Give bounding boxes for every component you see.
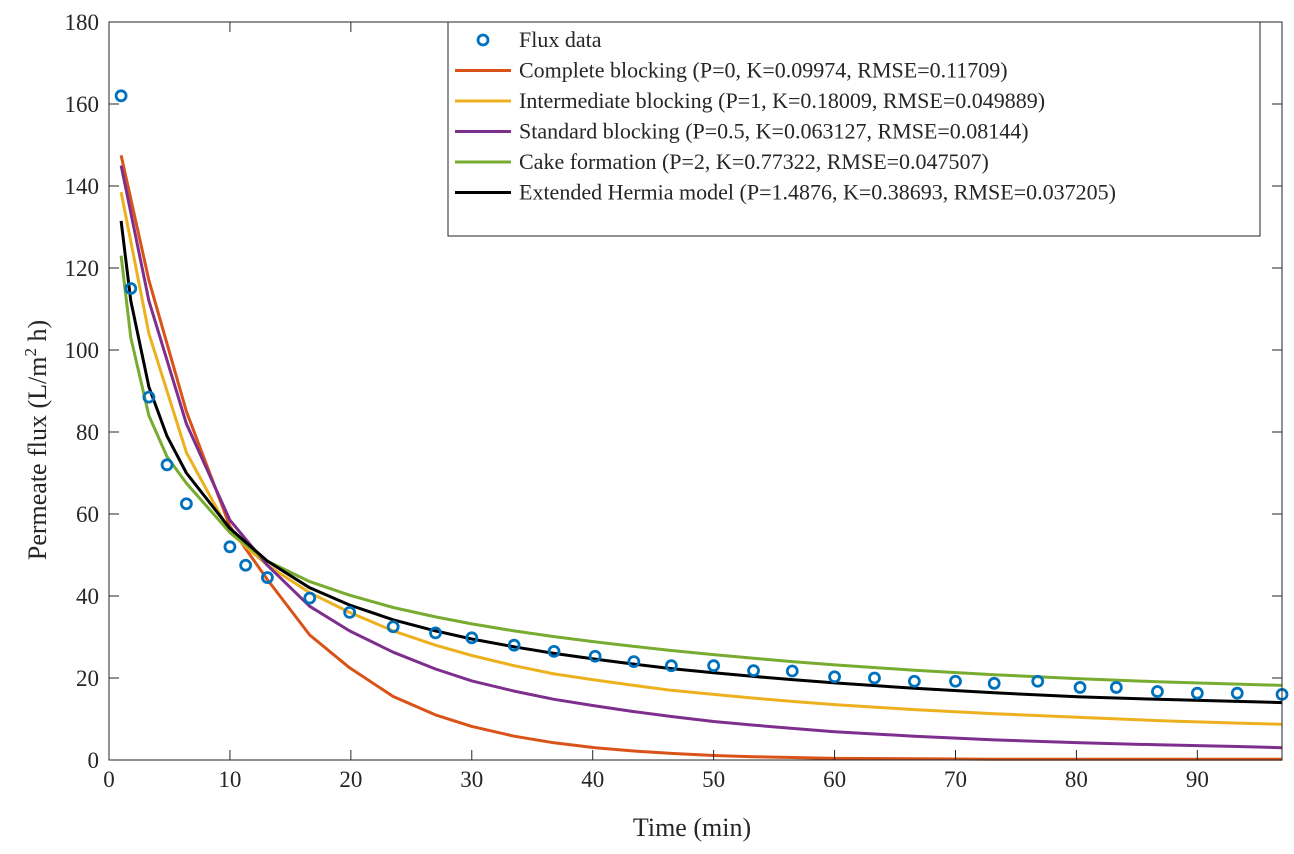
- flux-data-point: [1230, 686, 1244, 700]
- x-tick-label: 60: [823, 767, 846, 792]
- flux-data-point: [343, 606, 357, 619]
- flux-data-point: [507, 638, 521, 652]
- y-tick-label: 20: [76, 666, 99, 691]
- legend-label: Flux data: [519, 27, 602, 52]
- flux-data-point: [465, 631, 479, 645]
- legend: Flux data Complete blocking (P=0, K=0.099…: [447, 21, 1261, 237]
- flux-data-point: [707, 659, 721, 673]
- y-tick-label: 100: [65, 338, 100, 363]
- legend-box: [447, 21, 1261, 237]
- legend-label: Cake formation (P=2, K=0.77322, RMSE=0.0…: [519, 149, 989, 174]
- flux-data-point: [386, 620, 400, 634]
- legend-label: Intermediate blocking (P=1, K=0.18009, R…: [519, 88, 1045, 113]
- flux-data-point: [1109, 681, 1123, 694]
- flux-data-point: [664, 659, 678, 673]
- x-tick-label: 50: [702, 767, 725, 792]
- legend-marker: [476, 33, 490, 47]
- x-tick-label: 70: [944, 767, 967, 792]
- legend-label: Standard blocking (P=0.5, K=0.063127, RM…: [519, 119, 1029, 144]
- flux-data-point: [747, 664, 760, 678]
- flux-data-point: [785, 664, 799, 678]
- flux-data-point: [588, 649, 602, 663]
- flux-data-point: [261, 571, 274, 584]
- y-axis-label-tail: h): [23, 320, 52, 348]
- y-axis-label-superscript: 2: [21, 348, 40, 357]
- legend-label: Extended Hermia model (P=1.4876, K=0.386…: [519, 180, 1116, 205]
- flux-data-point: [907, 674, 921, 688]
- flux-data-point: [142, 390, 156, 404]
- flux-data-point: [179, 497, 193, 511]
- y-tick-label: 80: [76, 420, 99, 445]
- flux-data-point: [1190, 686, 1204, 700]
- y-axis-label-main: Permeate flux (L/m: [23, 357, 52, 561]
- plot-area: [114, 89, 1289, 761]
- series-line-3: [119, 165, 1283, 750]
- flux-data-point: [303, 591, 317, 605]
- flux-data-point: [949, 674, 962, 688]
- flux-data-point: [114, 89, 128, 103]
- flux-data-point: [547, 644, 561, 658]
- flux-data-point: [239, 558, 253, 572]
- y-tick-label: 140: [65, 174, 100, 199]
- axes: 0 10 20 30 40 50 60 70 80 90 0 20 40 60 80 100 120 140 160…: [65, 10, 1283, 792]
- x-tick-label: 0: [103, 767, 115, 792]
- legend-label: Complete blocking (P=0, K=0.09974, RMSE=…: [519, 58, 1008, 83]
- flux-data-point: [160, 458, 174, 472]
- series-line-4: [119, 255, 1283, 687]
- series-line-5: [119, 220, 1283, 705]
- flux-data-point: [828, 670, 841, 684]
- x-tick-label: 40: [581, 767, 604, 792]
- flux-data-point: [868, 671, 881, 685]
- x-tick-label: 20: [339, 767, 362, 792]
- flux-data-point: [223, 540, 237, 554]
- flux-data-point: [429, 626, 442, 640]
- y-tick-label: 60: [76, 502, 99, 527]
- flux-data-point: [1031, 674, 1045, 688]
- series-line-2: [119, 191, 1283, 726]
- y-axis-label: Permeate flux (L/m2 h): [21, 320, 52, 560]
- x-tick-label: 90: [1186, 767, 1209, 792]
- series-line-1: [119, 154, 1282, 761]
- y-tick-label: 160: [65, 92, 100, 117]
- flux-data-point: [124, 282, 138, 295]
- x-tick-label: 30: [460, 767, 483, 792]
- flux-data-point: [987, 676, 1001, 690]
- y-tick-label: 40: [76, 584, 99, 609]
- flux-data-point: [627, 655, 641, 668]
- x-axis-label: Time (min): [633, 813, 751, 842]
- x-tick-label: 80: [1065, 767, 1088, 792]
- y-tick-label: 0: [88, 748, 100, 773]
- y-tick-label: 180: [65, 10, 100, 35]
- y-tick-label: 120: [65, 256, 100, 281]
- flux-data-point: [1073, 681, 1087, 694]
- flux-data-point: [1151, 685, 1164, 698]
- x-tick-label: 10: [218, 767, 241, 792]
